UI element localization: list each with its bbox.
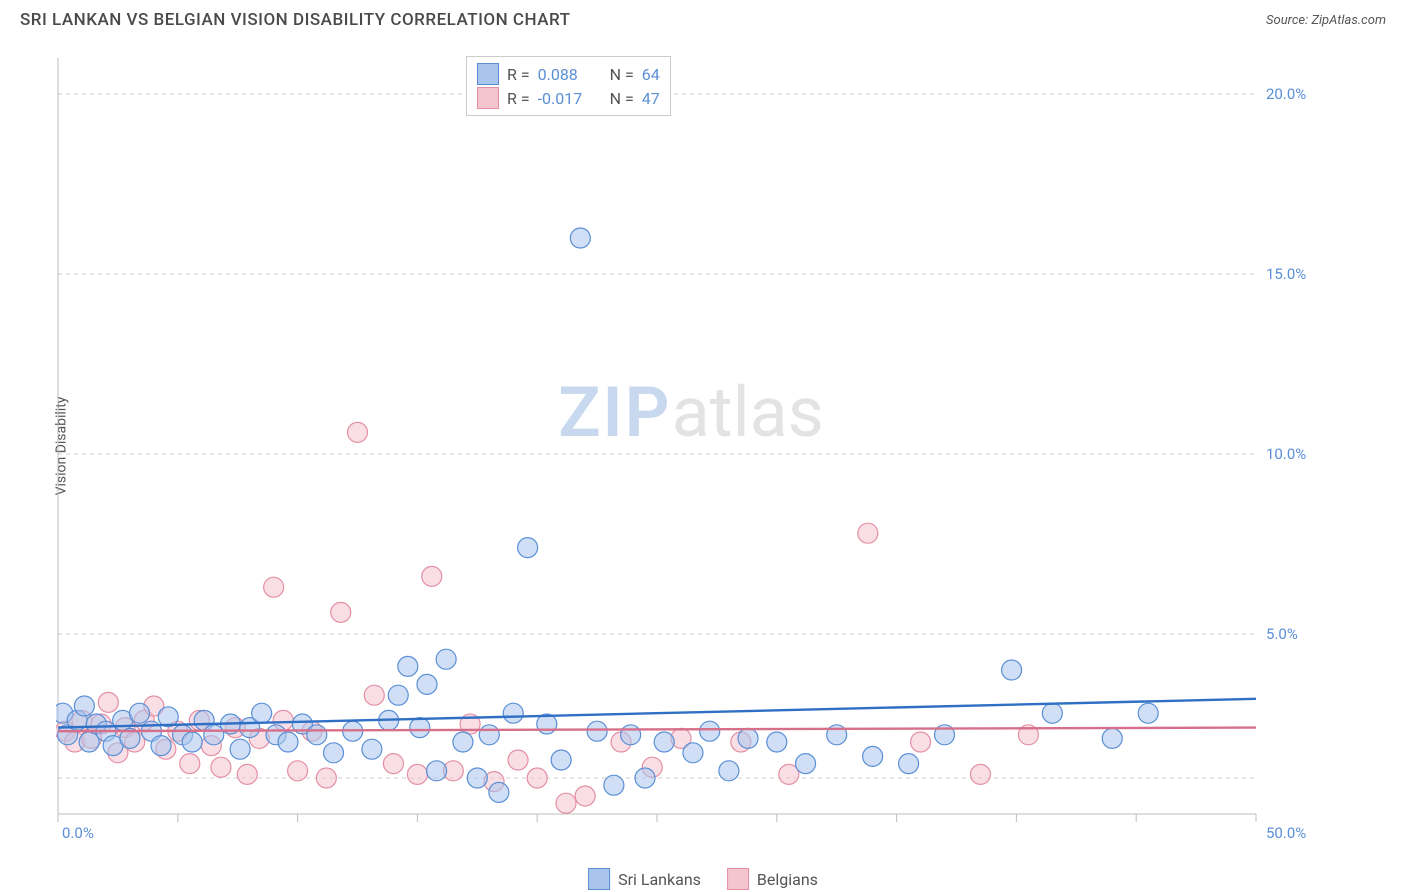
- scatter-point-a: [635, 768, 655, 788]
- scatter-point-a: [324, 743, 344, 763]
- scatter-point-a: [417, 674, 437, 694]
- n-label: N =: [610, 89, 634, 108]
- n-value: 64: [642, 65, 660, 84]
- stats-swatch-b: [477, 87, 499, 109]
- scatter-point-a: [899, 754, 919, 774]
- scatter-point-a: [129, 703, 149, 723]
- n-label: N =: [610, 65, 634, 84]
- plot-area: ZIPatlas 5.0%10.0%15.0%20.0%0.0%50.0% R …: [56, 48, 1326, 842]
- scatter-point-a: [587, 721, 607, 741]
- x-tick-label: 0.0%: [62, 824, 94, 842]
- stats-legend: R = 0.088 N = 64 R = -0.017 N = 47: [466, 56, 671, 116]
- chart-title: SRI LANKAN VS BELGIAN VISION DISABILITY …: [20, 10, 570, 30]
- stats-legend-row: R = -0.017 N = 47: [477, 87, 660, 109]
- scatter-point-a: [388, 685, 408, 705]
- legend-item-b: Belgians: [727, 868, 818, 890]
- scatter-point-a: [551, 750, 571, 770]
- scatter-point-b: [527, 768, 547, 788]
- scatter-point-a: [1138, 703, 1158, 723]
- scatter-point-a: [1102, 728, 1122, 748]
- scatter-point-a: [151, 736, 171, 756]
- legend-swatch-a: [588, 868, 610, 890]
- trend-line-a: [58, 699, 1256, 728]
- r-value: 0.088: [538, 65, 602, 84]
- scatter-point-a: [410, 718, 430, 738]
- source-text: ZipAtlas.com: [1311, 13, 1386, 28]
- scatter-point-b: [364, 685, 384, 705]
- scatter-point-a: [654, 732, 674, 752]
- scatter-point-a: [604, 775, 624, 795]
- scatter-point-b: [383, 754, 403, 774]
- scatter-point-a: [518, 538, 538, 558]
- legend-label-b: Belgians: [757, 870, 818, 889]
- x-tick-label: 50.0%: [1266, 824, 1306, 842]
- n-value: 47: [642, 89, 660, 108]
- scatter-point-a: [863, 746, 883, 766]
- scatter-point-b: [264, 577, 284, 597]
- scatter-point-a: [307, 725, 327, 745]
- scatter-point-b: [98, 692, 118, 712]
- scatter-point-a: [436, 649, 456, 669]
- scatter-point-b: [348, 422, 368, 442]
- source-prefix: Source:: [1266, 13, 1311, 28]
- scatter-point-b: [288, 761, 308, 781]
- chart-svg: 5.0% 10.0% 15.0% 20.0% 0.0% 50.0%: [56, 48, 1326, 842]
- scatter-point-a: [700, 721, 720, 741]
- legend-label-a: Sri Lankans: [618, 870, 701, 889]
- scatter-point-b: [556, 793, 576, 813]
- scatter-point-a: [1042, 703, 1062, 723]
- scatter-point-a: [362, 739, 382, 759]
- scatter-point-a: [719, 761, 739, 781]
- scatter-point-b: [508, 750, 528, 770]
- r-label: R =: [507, 89, 530, 108]
- stats-legend-row: R = 0.088 N = 64: [477, 63, 660, 85]
- chart-container: SRI LANKAN VS BELGIAN VISION DISABILITY …: [0, 0, 1406, 892]
- scatter-point-a: [278, 732, 298, 752]
- scatter-point-b: [211, 757, 231, 777]
- series-legend: Sri Lankans Belgians: [588, 868, 818, 890]
- legend-swatch-b: [727, 868, 749, 890]
- scatter-point-b: [237, 764, 257, 784]
- scatter-point-a: [767, 732, 787, 752]
- stats-swatch-a: [477, 63, 499, 85]
- y-tick-label: 5.0%: [1266, 625, 1298, 643]
- scatter-point-a: [230, 739, 250, 759]
- scatter-point-b: [970, 764, 990, 784]
- source-label: Source: ZipAtlas.com: [1266, 13, 1386, 28]
- scatter-point-a: [503, 703, 523, 723]
- scatter-point-a: [570, 228, 590, 248]
- scatter-point-b: [422, 566, 442, 586]
- scatter-point-a: [1002, 660, 1022, 680]
- scatter-point-b: [316, 768, 336, 788]
- scatter-point-a: [796, 754, 816, 774]
- scatter-point-a: [683, 743, 703, 763]
- scatter-point-b: [407, 764, 427, 784]
- scatter-point-b: [180, 754, 200, 774]
- y-tick-label: 15.0%: [1266, 265, 1306, 283]
- scatter-point-a: [453, 732, 473, 752]
- y-tick-label: 20.0%: [1266, 85, 1306, 103]
- scatter-point-b: [331, 602, 351, 622]
- scatter-point-a: [467, 768, 487, 788]
- legend-item-a: Sri Lankans: [588, 868, 701, 890]
- r-value: -0.017: [538, 89, 602, 108]
- scatter-point-a: [398, 656, 418, 676]
- scatter-point-a: [738, 728, 758, 748]
- scatter-point-a: [74, 696, 94, 716]
- scatter-point-b: [911, 732, 931, 752]
- y-tick-label: 10.0%: [1266, 445, 1306, 463]
- scatter-point-a: [621, 725, 641, 745]
- scatter-point-a: [182, 732, 202, 752]
- scatter-point-a: [479, 725, 499, 745]
- scatter-point-a: [489, 782, 509, 802]
- header: SRI LANKAN VS BELGIAN VISION DISABILITY …: [0, 0, 1406, 36]
- scatter-point-a: [427, 761, 447, 781]
- scatter-point-b: [575, 786, 595, 806]
- scatter-point-b: [858, 523, 878, 543]
- scatter-point-a: [252, 703, 272, 723]
- r-label: R =: [507, 65, 530, 84]
